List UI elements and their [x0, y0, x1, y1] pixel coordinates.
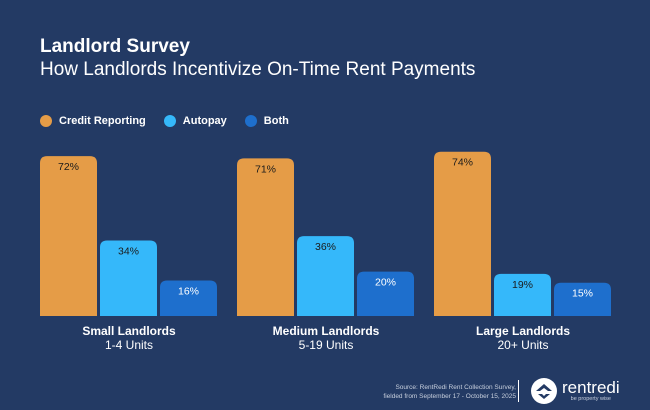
- legend-swatch: [163, 115, 176, 127]
- category-name: Medium Landlords: [272, 324, 380, 338]
- source-note: Source: RentRedi Rent Collection Survey,…: [383, 383, 516, 401]
- rentredi-logo-icon: [531, 378, 557, 404]
- source-line-2: fielded from September 17 - October 15, …: [383, 393, 516, 400]
- footer-divider: [518, 380, 519, 402]
- chart-subtitle: How Landlords Incentivize On-Time Rent P…: [40, 59, 476, 80]
- legend-item-credit-reporting: Credit Reporting: [40, 115, 146, 127]
- source-line-1: Source: RentRedi Rent Collection Survey,: [395, 384, 516, 391]
- legend-item-both: Both: [244, 115, 289, 127]
- category-label-medium: Medium Landlords 5-19 Units: [236, 324, 416, 352]
- category-label-large: Large Landlords 20+ Units: [433, 324, 613, 352]
- category-sub: 20+ Units: [497, 338, 549, 352]
- bar-credit-reporting: [40, 156, 97, 316]
- legend-label: Both: [263, 115, 289, 127]
- rentredi-logo: rentredi be property wise: [530, 377, 620, 405]
- data-label: 72%: [58, 161, 79, 173]
- legend-item-autopay: Autopay: [163, 115, 227, 127]
- legend: Credit Reporting Autopay Both: [40, 115, 289, 127]
- category-sub: 1-4 Units: [104, 338, 154, 352]
- category-label-small: Small Landlords 1-4 Units: [39, 324, 219, 352]
- brand-name: rentredi: [562, 378, 620, 397]
- data-label: 34%: [118, 246, 139, 258]
- bar-both: [554, 282, 611, 316]
- category-name: Large Landlords: [475, 324, 570, 338]
- data-label: 16%: [178, 285, 199, 297]
- legend-swatch: [244, 115, 257, 127]
- data-label: 74%: [452, 157, 473, 169]
- legend-label: Credit Reporting: [59, 115, 146, 127]
- category-sub: 5-19 Units: [298, 338, 354, 352]
- data-label: 71%: [255, 163, 276, 175]
- data-label: 15%: [572, 288, 593, 300]
- data-label: 19%: [512, 279, 533, 291]
- bar-credit-reporting: [434, 151, 491, 316]
- bar-credit-reporting: [237, 158, 294, 316]
- bar-both: [160, 280, 217, 316]
- bar-autopay: [100, 240, 157, 316]
- bar-autopay: [494, 273, 551, 316]
- legend-swatch: [40, 115, 52, 127]
- category-name: Small Landlords: [82, 324, 176, 338]
- bar-autopay: [297, 236, 354, 316]
- data-label: 36%: [315, 241, 336, 253]
- brand-tagline: be property wise: [570, 396, 611, 402]
- data-label: 20%: [375, 277, 396, 289]
- legend-label: Autopay: [182, 115, 227, 127]
- bar-both: [357, 271, 414, 316]
- chart-title: Landlord Survey: [40, 36, 190, 57]
